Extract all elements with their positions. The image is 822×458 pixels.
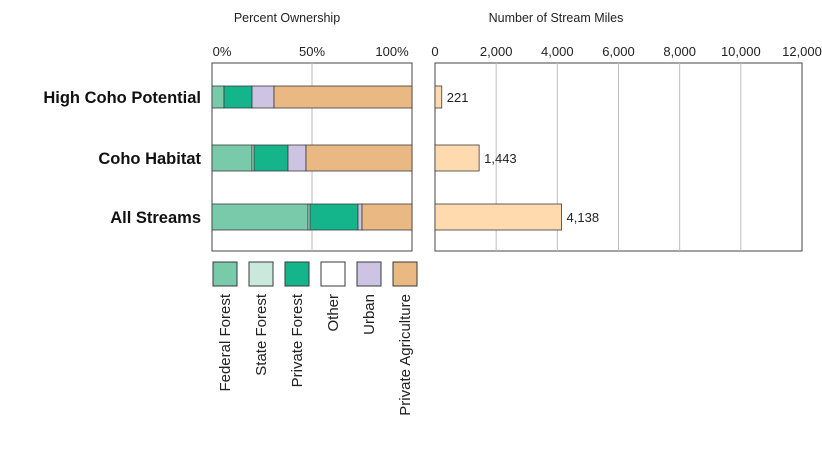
legend-swatch xyxy=(248,261,274,287)
percent-bar-segment xyxy=(223,85,253,109)
percent-ownership-title: Percent Ownership xyxy=(234,11,340,25)
miles-value-label: 1,443 xyxy=(484,151,517,166)
stream-miles-title: Number of Stream Miles xyxy=(489,11,624,25)
miles-bar xyxy=(434,144,480,172)
percent-bar-segment xyxy=(361,203,413,231)
legend-swatch xyxy=(392,261,418,287)
legend-label: Private Forest xyxy=(289,293,306,387)
miles-tick-label: 8,000 xyxy=(663,44,696,59)
percent-bar-segment xyxy=(253,144,289,172)
miles-tick-label: 10,000 xyxy=(721,44,761,59)
percent-bar-segment xyxy=(211,144,253,172)
percent-bar-segment xyxy=(357,203,363,231)
percent-bars xyxy=(211,85,413,231)
percent-tick-label: 0% xyxy=(213,44,232,59)
percent-tick-label: 100% xyxy=(375,44,409,59)
legend-swatch xyxy=(212,261,238,287)
percent-axis-ticks: 0% 50% 100% xyxy=(213,44,409,59)
percent-bar-segment xyxy=(273,85,413,109)
legend-swatch xyxy=(320,261,346,287)
category-label: Coho Habitat xyxy=(98,150,201,168)
percent-bar-segment xyxy=(305,144,413,172)
percent-bar-segment xyxy=(211,203,309,231)
percent-bar-segment xyxy=(251,85,275,109)
miles-value-label: 4,138 xyxy=(567,210,600,225)
miles-tick-label: 4,000 xyxy=(541,44,574,59)
legend-swatch xyxy=(284,261,310,287)
legend-label: State Forest xyxy=(253,293,270,376)
miles-axis-ticks: 0 2,000 4,000 6,000 8,000 10,000 12,000 xyxy=(431,44,822,59)
legend-swatch xyxy=(356,261,382,287)
miles-bar xyxy=(434,203,562,231)
miles-bars: 221 1,443 4,138 xyxy=(434,85,600,231)
percent-bar-segment xyxy=(287,144,307,172)
legend-label: Federal Forest xyxy=(217,293,234,391)
percent-bar-segment xyxy=(309,203,359,231)
miles-tick-label: 0 xyxy=(431,44,438,59)
legend-label: Other xyxy=(325,294,342,332)
miles-tick-label: 2,000 xyxy=(480,44,513,59)
legend: Federal Forest State Forest Private Forest… xyxy=(212,261,418,416)
percent-bar-segment xyxy=(211,85,225,109)
miles-tick-label: 6,000 xyxy=(602,44,635,59)
category-label: High Coho Potential xyxy=(43,89,201,107)
miles-value-label: 221 xyxy=(447,90,469,105)
category-labels: High Coho Potential Coho Habitat All Strea… xyxy=(43,89,201,227)
legend-label: Urban xyxy=(361,294,378,335)
category-label: All Streams xyxy=(110,209,201,227)
legend-label: Private Agriculture xyxy=(397,294,414,416)
miles-tick-label: 12,000 xyxy=(782,44,822,59)
percent-tick-label: 50% xyxy=(299,44,325,59)
miles-bar xyxy=(434,85,443,109)
